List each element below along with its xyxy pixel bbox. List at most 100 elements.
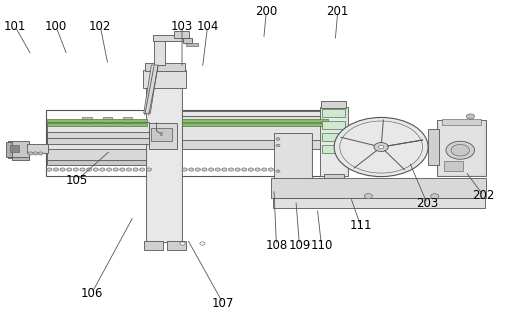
Text: 100: 100 (45, 20, 67, 33)
Circle shape (431, 194, 439, 199)
Circle shape (262, 168, 267, 171)
Circle shape (106, 168, 112, 171)
Circle shape (195, 168, 200, 171)
Bar (175, 31, 188, 38)
Bar (145, 63, 184, 71)
Circle shape (146, 168, 152, 171)
Text: 107: 107 (211, 297, 234, 309)
Bar (273, 198, 485, 208)
Bar (146, 81, 182, 242)
Bar (320, 107, 348, 176)
Bar (47, 122, 149, 132)
Circle shape (120, 168, 125, 171)
Text: 101: 101 (4, 20, 26, 33)
Bar (149, 123, 177, 149)
Bar (439, 121, 484, 175)
Bar (47, 138, 149, 144)
Bar (322, 101, 347, 109)
Bar (324, 174, 345, 182)
Circle shape (268, 168, 273, 171)
Circle shape (180, 242, 185, 245)
Bar (182, 111, 328, 117)
Text: Z: Z (160, 132, 163, 137)
Bar (47, 123, 147, 126)
Bar (428, 129, 439, 165)
Bar (442, 119, 481, 124)
Bar (144, 241, 163, 250)
Bar (46, 110, 327, 176)
Circle shape (451, 144, 470, 156)
Bar (182, 140, 328, 149)
Circle shape (228, 168, 233, 171)
Bar (148, 81, 180, 242)
Bar (103, 117, 112, 123)
Circle shape (87, 168, 92, 171)
Circle shape (80, 168, 85, 171)
Bar (323, 145, 346, 153)
Bar (10, 145, 19, 152)
Text: 106: 106 (80, 287, 103, 300)
Circle shape (276, 170, 280, 172)
Circle shape (222, 168, 227, 171)
Bar (271, 178, 486, 199)
Circle shape (276, 144, 280, 147)
Bar (275, 133, 311, 178)
Polygon shape (144, 65, 158, 113)
Bar (322, 107, 347, 176)
Text: 202: 202 (472, 189, 495, 202)
Bar (274, 132, 312, 179)
Circle shape (378, 145, 383, 149)
Bar (123, 117, 133, 123)
Circle shape (202, 168, 207, 171)
Bar (323, 109, 346, 117)
Circle shape (126, 168, 132, 171)
Bar (437, 120, 486, 176)
Circle shape (140, 168, 145, 171)
Circle shape (28, 152, 33, 155)
Text: 108: 108 (265, 239, 288, 252)
Circle shape (235, 168, 240, 171)
Circle shape (200, 242, 205, 245)
Circle shape (133, 168, 138, 171)
Bar (182, 116, 328, 121)
Circle shape (73, 168, 78, 171)
Circle shape (276, 138, 280, 140)
Circle shape (100, 168, 105, 171)
Text: 105: 105 (65, 174, 88, 187)
Circle shape (242, 168, 247, 171)
Text: 110: 110 (310, 239, 333, 252)
Text: 102: 102 (89, 20, 112, 33)
Circle shape (47, 168, 52, 171)
Bar (182, 119, 328, 122)
Bar (444, 161, 463, 171)
Circle shape (215, 168, 220, 171)
Bar (82, 117, 92, 123)
Bar (6, 142, 12, 157)
Text: 200: 200 (255, 5, 278, 18)
Bar (27, 144, 48, 153)
Text: 111: 111 (350, 219, 372, 232)
Bar (47, 132, 152, 150)
Bar (47, 119, 147, 122)
Bar (8, 141, 29, 158)
Bar (47, 132, 149, 139)
Circle shape (255, 168, 260, 171)
Circle shape (67, 168, 72, 171)
Text: 109: 109 (288, 239, 311, 252)
Circle shape (374, 142, 388, 151)
Circle shape (446, 141, 475, 159)
Bar (182, 38, 191, 43)
Bar (47, 149, 152, 162)
Circle shape (113, 168, 118, 171)
Circle shape (188, 168, 194, 171)
Circle shape (53, 168, 58, 171)
Text: 104: 104 (196, 20, 219, 33)
Text: 103: 103 (171, 20, 193, 33)
Circle shape (38, 152, 43, 155)
Bar (143, 70, 186, 88)
Bar (182, 123, 328, 126)
Bar (167, 241, 186, 250)
Bar (152, 128, 172, 141)
Text: 203: 203 (416, 197, 438, 210)
Bar (12, 157, 29, 160)
